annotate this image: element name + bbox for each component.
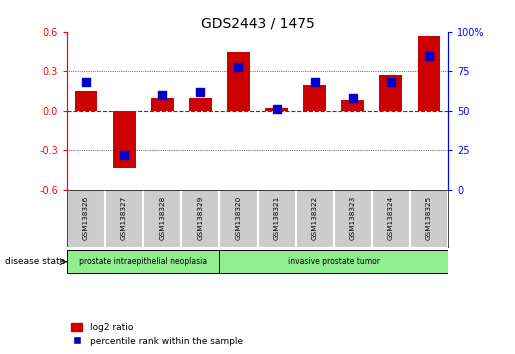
Point [234,64,243,69]
Point [196,89,204,95]
Text: GSM138322: GSM138322 [312,195,318,240]
Bar [227,52,250,111]
Bar [75,91,97,111]
Text: GSM138328: GSM138328 [159,195,165,240]
Bar [303,85,326,111]
Bar [67,250,219,273]
Point [349,96,357,101]
Text: invasive prostate tumor: invasive prostate tumor [288,257,380,266]
Point [387,80,395,85]
Bar [341,100,364,111]
Bar [113,111,135,167]
Point [272,107,281,112]
Point [311,80,319,85]
Text: GSM138325: GSM138325 [426,195,432,240]
Point [120,152,128,158]
Bar [219,250,448,273]
Text: GSM138323: GSM138323 [350,195,356,240]
Point [158,92,166,98]
Point [82,80,90,85]
Bar [189,98,212,111]
Title: GDS2443 / 1475: GDS2443 / 1475 [201,17,314,31]
Text: disease state: disease state [5,257,65,266]
Text: prostate intraepithelial neoplasia: prostate intraepithelial neoplasia [79,257,207,266]
Text: GSM138324: GSM138324 [388,195,394,240]
Text: GSM138320: GSM138320 [235,195,242,240]
Bar [418,36,440,111]
Legend: log2 ratio, percentile rank within the sample: log2 ratio, percentile rank within the s… [72,323,243,346]
Bar [380,75,402,111]
Bar [151,98,174,111]
Point [425,53,433,58]
Bar [265,108,288,111]
Text: GSM138327: GSM138327 [121,195,127,240]
Text: GSM138329: GSM138329 [197,195,203,240]
Text: GSM138321: GSM138321 [273,195,280,240]
Text: GSM138326: GSM138326 [83,195,89,240]
